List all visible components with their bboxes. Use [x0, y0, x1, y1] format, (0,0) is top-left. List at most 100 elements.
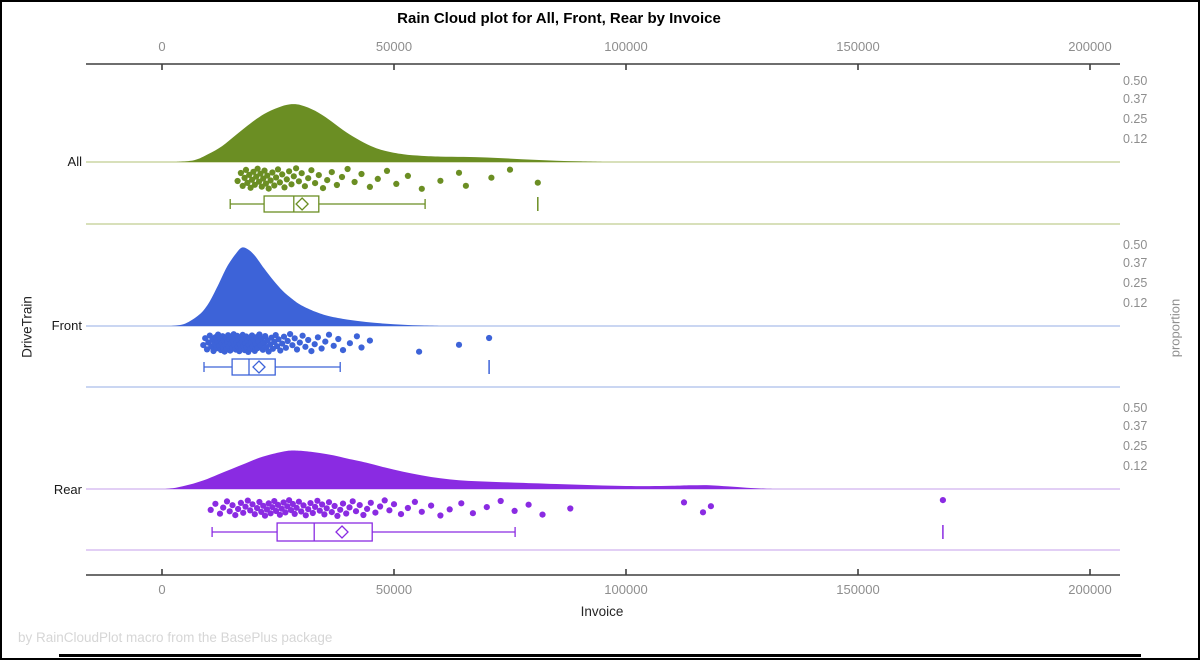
- rain-point: [299, 332, 306, 339]
- rain-point: [289, 342, 296, 349]
- rain-point: [458, 500, 465, 507]
- rain-point: [207, 506, 214, 513]
- rain-point: [273, 174, 280, 181]
- rain-point: [374, 175, 381, 182]
- category-label-all: All: [67, 154, 82, 169]
- rain-point: [312, 180, 319, 187]
- rain-point: [220, 504, 227, 511]
- rain-point: [330, 342, 337, 349]
- rain-point: [308, 348, 315, 355]
- rain-point: [269, 169, 276, 176]
- rain-point: [319, 501, 326, 508]
- rain-point: [223, 498, 231, 505]
- rain-point: [237, 499, 244, 506]
- rain-point: [281, 184, 288, 191]
- rain-point: [287, 507, 295, 514]
- rain-point: [288, 181, 295, 188]
- rain-point: [707, 503, 715, 510]
- rain-point: [383, 167, 391, 174]
- rain-point: [276, 179, 283, 186]
- rain-point: [251, 511, 258, 518]
- rain-point: [258, 508, 265, 515]
- mean-diamond: [252, 360, 266, 374]
- rain-point: [284, 503, 291, 510]
- rain-point: [216, 510, 224, 517]
- rain-point: [295, 498, 302, 505]
- x-tick-label-top: 100000: [604, 39, 648, 54]
- rain-point: [290, 173, 297, 180]
- rain-point: [282, 509, 289, 516]
- rain-point: [249, 501, 256, 508]
- density-cloud: [175, 104, 603, 162]
- x-tick-label-bottom: 0: [158, 582, 166, 597]
- proportion-tick-label: 0.25: [1123, 439, 1148, 453]
- rain-point: [319, 185, 327, 192]
- chart-title: Rain Cloud plot for All, Front, Rear by …: [397, 10, 721, 27]
- x-tick-label-top: 50000: [375, 39, 413, 54]
- rain-point: [437, 177, 444, 184]
- rain-point: [305, 175, 312, 182]
- rain-point: [212, 500, 219, 507]
- proportion-tick-label: 0.37: [1123, 419, 1148, 433]
- rain-point: [315, 172, 322, 179]
- rain-point: [322, 338, 329, 345]
- panel-all: [86, 104, 1120, 225]
- box: [276, 522, 373, 542]
- rain-point: [446, 506, 453, 513]
- rain-point: [335, 335, 342, 343]
- panel-front: [86, 247, 1120, 388]
- rain-point: [404, 504, 411, 512]
- rain-point: [226, 508, 233, 515]
- rain-point: [352, 508, 360, 515]
- rain-point: [232, 511, 239, 519]
- rain-point: [277, 347, 284, 354]
- proportion-tick-label: 0.50: [1123, 74, 1148, 88]
- rain-point: [567, 505, 574, 512]
- rain-point: [386, 507, 393, 514]
- rain-point: [202, 335, 209, 342]
- rain-point: [390, 501, 398, 508]
- rain-point: [346, 504, 353, 511]
- proportion-tick-label: 0.25: [1123, 276, 1148, 290]
- rain-point: [267, 510, 274, 517]
- x-tick-label-bottom: 150000: [836, 582, 880, 597]
- rain-point: [372, 509, 379, 516]
- rain-point: [309, 509, 316, 517]
- rain-point: [343, 510, 350, 517]
- rain-point: [293, 504, 300, 511]
- rain-point: [291, 335, 298, 342]
- rain-point: [367, 499, 374, 506]
- rain-point: [511, 507, 518, 514]
- density-cloud: [171, 247, 441, 326]
- rain-point: [483, 504, 490, 511]
- rain-point: [261, 512, 269, 519]
- rain-point: [244, 497, 251, 504]
- rain-point: [314, 334, 321, 341]
- y-axis-title-proportion: proportion: [1167, 298, 1183, 358]
- rain-point: [333, 181, 340, 189]
- mean-diamond: [335, 525, 349, 539]
- rain-point: [418, 508, 425, 515]
- rain-point: [305, 336, 312, 344]
- x-tick-label-top: 200000: [1068, 39, 1112, 54]
- rain-point: [323, 505, 330, 512]
- x-tick-label-top: 150000: [836, 39, 880, 54]
- panel-rear: [86, 450, 1120, 551]
- rain-point: [358, 344, 365, 351]
- rain-point: [247, 507, 254, 514]
- rain-point: [271, 498, 278, 505]
- rain-point: [360, 511, 367, 519]
- rain-point: [462, 182, 469, 189]
- x-axes: [86, 63, 1120, 576]
- rain-point: [307, 500, 314, 507]
- rain-point: [265, 185, 272, 192]
- footnote: by RainCloudPlot macro from the BasePlus…: [18, 630, 333, 645]
- rain-point: [314, 497, 321, 504]
- rain-point: [393, 180, 400, 187]
- rain-point: [939, 497, 947, 504]
- rain-point: [366, 183, 373, 190]
- rain-point: [358, 170, 365, 178]
- rain-point: [234, 177, 241, 185]
